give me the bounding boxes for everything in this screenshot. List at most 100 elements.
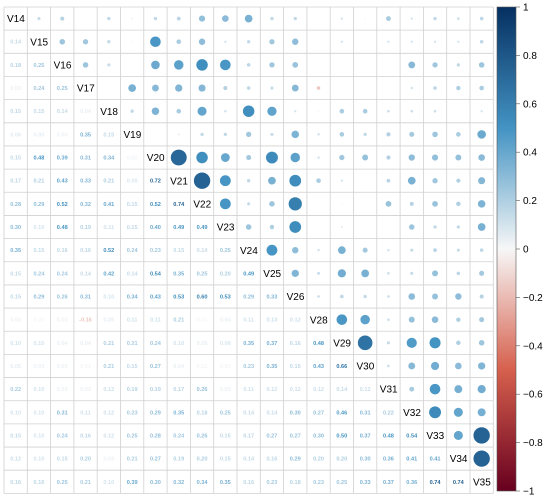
- correlation-circle-v21-v24: [246, 179, 251, 183]
- correlation-value-v18-v15: 0.15: [34, 109, 45, 115]
- correlation-circle-v29-v33: [429, 337, 441, 349]
- correlation-value-v21-v14: 0.17: [10, 179, 21, 185]
- correlation-circle-v23-v26: [289, 221, 302, 233]
- correlation-value-v34-v26: 0.29: [290, 457, 301, 463]
- correlation-circle-v16-v32: [408, 61, 416, 69]
- correlation-circle-v20-v24: [246, 155, 252, 161]
- diagonal-label-v33: V33: [426, 431, 444, 442]
- correlation-value-v33-v31: 0.48: [383, 433, 394, 439]
- correlation-value-v25-v23: 0.20: [220, 271, 231, 277]
- correlation-value-v25-v21: 0.35: [173, 271, 184, 277]
- correlation-value-v35-v17: 0.21: [80, 480, 91, 486]
- correlation-circle-v23-v32: [408, 224, 415, 230]
- correlation-value-v34-v30: 0.30: [360, 457, 371, 463]
- correlation-circle-v16-v20: [151, 60, 160, 70]
- correlation-value-v33-v30: 0.37: [360, 433, 371, 439]
- correlation-circle-v17-v31: [388, 87, 389, 89]
- correlation-circle-v22-v29: [341, 203, 343, 205]
- correlation-circle-v24-v31: [387, 248, 390, 252]
- diagonal-label-v22: V22: [193, 199, 211, 210]
- correlation-circle-v20-v33: [431, 154, 439, 161]
- correlation-value-v23-v17: 0.19: [80, 225, 91, 231]
- correlation-circle-v24-v25: [266, 244, 278, 256]
- correlation-value-v33-v22: 0.26: [197, 433, 208, 439]
- correlation-value-v23-v20: 0.40: [150, 225, 161, 231]
- correlation-value-v19-v15: 0.05: [34, 132, 45, 138]
- matrix-grid: [3, 6, 494, 494]
- correlation-circle-v15-v30: [364, 41, 366, 43]
- diagonal-label-v26: V26: [287, 292, 305, 303]
- correlation-value-v25-v19: 0.14: [127, 271, 139, 277]
- correlation-circle-v18-v26: [294, 110, 297, 113]
- correlation-value-v21-v20: 0.72: [150, 179, 161, 185]
- correlation-circle-v26-v29: [340, 294, 344, 299]
- correlation-value-v22-v21: 0.74: [173, 202, 185, 208]
- correlation-value-v24-v22: 0.14: [197, 248, 209, 254]
- correlation-value-v21-v17: 0.33: [80, 179, 91, 185]
- correlation-circle-v20-v25: [265, 151, 278, 164]
- correlation-value-v35-v31: 0.37: [383, 480, 394, 486]
- correlation-value-v26-v20: 0.43: [150, 295, 161, 301]
- correlation-circle-v14-v33: [433, 16, 437, 21]
- correlation-circle-v17-v26: [291, 84, 299, 92]
- correlation-circle-v25-v33: [432, 270, 439, 277]
- correlation-value-v32-v26: 0.30: [290, 410, 301, 416]
- correlation-value-v26-v22: 0.60: [197, 295, 208, 301]
- correlation-circle-v14-v22: [198, 15, 206, 22]
- colorbar-tick-label: −0.4: [523, 341, 543, 352]
- correlation-value-v29-v20: 0.24: [150, 341, 162, 347]
- correlation-value-v28-v16: 0.03: [57, 318, 68, 324]
- diagonal-label-v31: V31: [380, 385, 398, 396]
- correlation-circle-v29-v34: [456, 340, 461, 346]
- correlation-value-v32-v30: 0.31: [360, 410, 371, 416]
- correlation-value-v28-v20: 0.11: [150, 318, 161, 324]
- correlation-circle-v15-v22: [198, 38, 206, 45]
- correlation-circle-v14-v29: [340, 17, 343, 20]
- colorbar-tick-label: −0.8: [523, 438, 543, 449]
- correlation-value-v32-v19: 0.23: [127, 410, 138, 416]
- correlation-circle-v20-v21: [170, 149, 187, 166]
- correlation-circle-v30-v34: [455, 362, 462, 370]
- correlation-circle-v15-v26: [292, 38, 299, 45]
- correlation-value-v34-v14: 0.12: [10, 457, 21, 463]
- correlation-circle-v19-v32: [409, 131, 415, 137]
- correlation-circle-v21-v25: [268, 176, 276, 185]
- correlation-circle-v25-v31: [387, 272, 390, 275]
- diagonal-label-v21: V21: [170, 176, 188, 187]
- correlation-value-v32-v21: 0.35: [173, 410, 184, 416]
- correlation-circle-v17-v24: [246, 86, 251, 90]
- diagonal-label-v28: V28: [310, 315, 328, 326]
- correlation-value-v33-v21: 0.24: [173, 433, 185, 439]
- correlation-circle-v23-v33: [433, 225, 437, 229]
- correlation-value-v24-v20: 0.23: [150, 248, 161, 254]
- correlation-circle-v21-v26: [289, 174, 302, 187]
- correlation-circle-v32-v35: [477, 408, 486, 417]
- correlation-value-v28-v18: 0.05: [103, 318, 114, 324]
- correlation-circle-v16-v24: [246, 63, 251, 67]
- correlation-circle-v16-v35: [478, 62, 485, 68]
- correlation-value-v32-v25: 0.14: [267, 410, 279, 416]
- correlation-value-v34-v31: 0.36: [383, 457, 394, 463]
- correlation-circle-v28-v32: [408, 316, 415, 323]
- correlation-circle-v18-v35: [480, 110, 483, 113]
- correlation-circle-v17-v35: [479, 85, 484, 91]
- correlation-circle-v15-v20: [150, 36, 161, 48]
- correlation-value-v35-v20: 0.30: [150, 480, 161, 486]
- correlation-circle-v14-v30: [364, 18, 366, 20]
- correlation-value-v20-v19: 0.02: [127, 156, 138, 162]
- diagonal-label-v30: V30: [357, 362, 375, 373]
- correlation-circle-v33-v34: [453, 430, 463, 440]
- correlation-value-v19-v18: 0.15: [103, 132, 114, 138]
- correlation-value-v28-v25: 0.13: [267, 318, 278, 324]
- correlation-value-v34-v20: 0.27: [150, 457, 161, 463]
- correlation-circle-v14-v19: [131, 17, 133, 20]
- correlation-value-v29-v24: 0.35: [243, 341, 254, 347]
- colorbar-tick-label: 0.8: [523, 51, 537, 62]
- correlation-value-v20-v16: 0.39: [57, 156, 68, 162]
- correlation-circle-v19-v21: [177, 133, 180, 136]
- correlation-value-v25-v22: 0.25: [197, 271, 208, 277]
- correlation-value-v25-v24: 0.49: [243, 271, 254, 277]
- correlation-value-v32-v29: 0.46: [336, 410, 347, 416]
- correlation-value-v23-v14: 0.30: [10, 225, 21, 231]
- correlation-value-v34-v29: 0.20: [336, 457, 347, 463]
